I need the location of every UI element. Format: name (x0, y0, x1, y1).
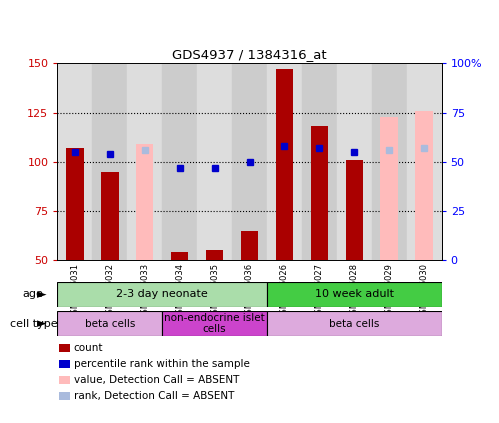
Text: ►: ► (37, 288, 46, 301)
Bar (66, 148, 84, 260)
Bar (241, 231, 258, 260)
Text: rank, Detection Call = ABSENT: rank, Detection Call = ABSENT (74, 391, 234, 401)
Text: count: count (74, 343, 103, 353)
Bar (415, 111, 433, 260)
Text: 2-3 day neonate: 2-3 day neonate (116, 289, 208, 299)
Bar (101, 172, 119, 260)
Bar (57, 63, 92, 260)
Text: ►: ► (37, 317, 46, 330)
Bar (275, 69, 293, 260)
Bar (337, 63, 372, 260)
Text: value, Detection Call = ABSENT: value, Detection Call = ABSENT (74, 375, 239, 385)
Bar (197, 63, 232, 260)
Text: beta cells: beta cells (85, 319, 135, 329)
Bar (171, 252, 189, 260)
Bar (57, 311, 162, 336)
Bar (267, 282, 442, 307)
Text: age: age (22, 289, 43, 299)
Bar (302, 63, 337, 260)
Bar (232, 63, 267, 260)
Bar (267, 63, 302, 260)
Bar (372, 63, 407, 260)
Bar (380, 117, 398, 260)
Bar (162, 311, 267, 336)
Bar (345, 160, 363, 260)
Bar (267, 311, 442, 336)
Bar (92, 63, 127, 260)
Bar (136, 144, 154, 260)
Title: GDS4937 / 1384316_at: GDS4937 / 1384316_at (172, 48, 327, 61)
Bar (206, 250, 224, 260)
Text: cell type: cell type (10, 319, 57, 329)
Bar (127, 63, 162, 260)
Bar (407, 63, 442, 260)
Bar (162, 63, 197, 260)
Text: percentile rank within the sample: percentile rank within the sample (74, 359, 250, 369)
Text: non-endocrine islet
cells: non-endocrine islet cells (164, 313, 265, 335)
Text: beta cells: beta cells (329, 319, 379, 329)
Text: 10 week adult: 10 week adult (315, 289, 394, 299)
Bar (57, 282, 267, 307)
Bar (310, 126, 328, 260)
